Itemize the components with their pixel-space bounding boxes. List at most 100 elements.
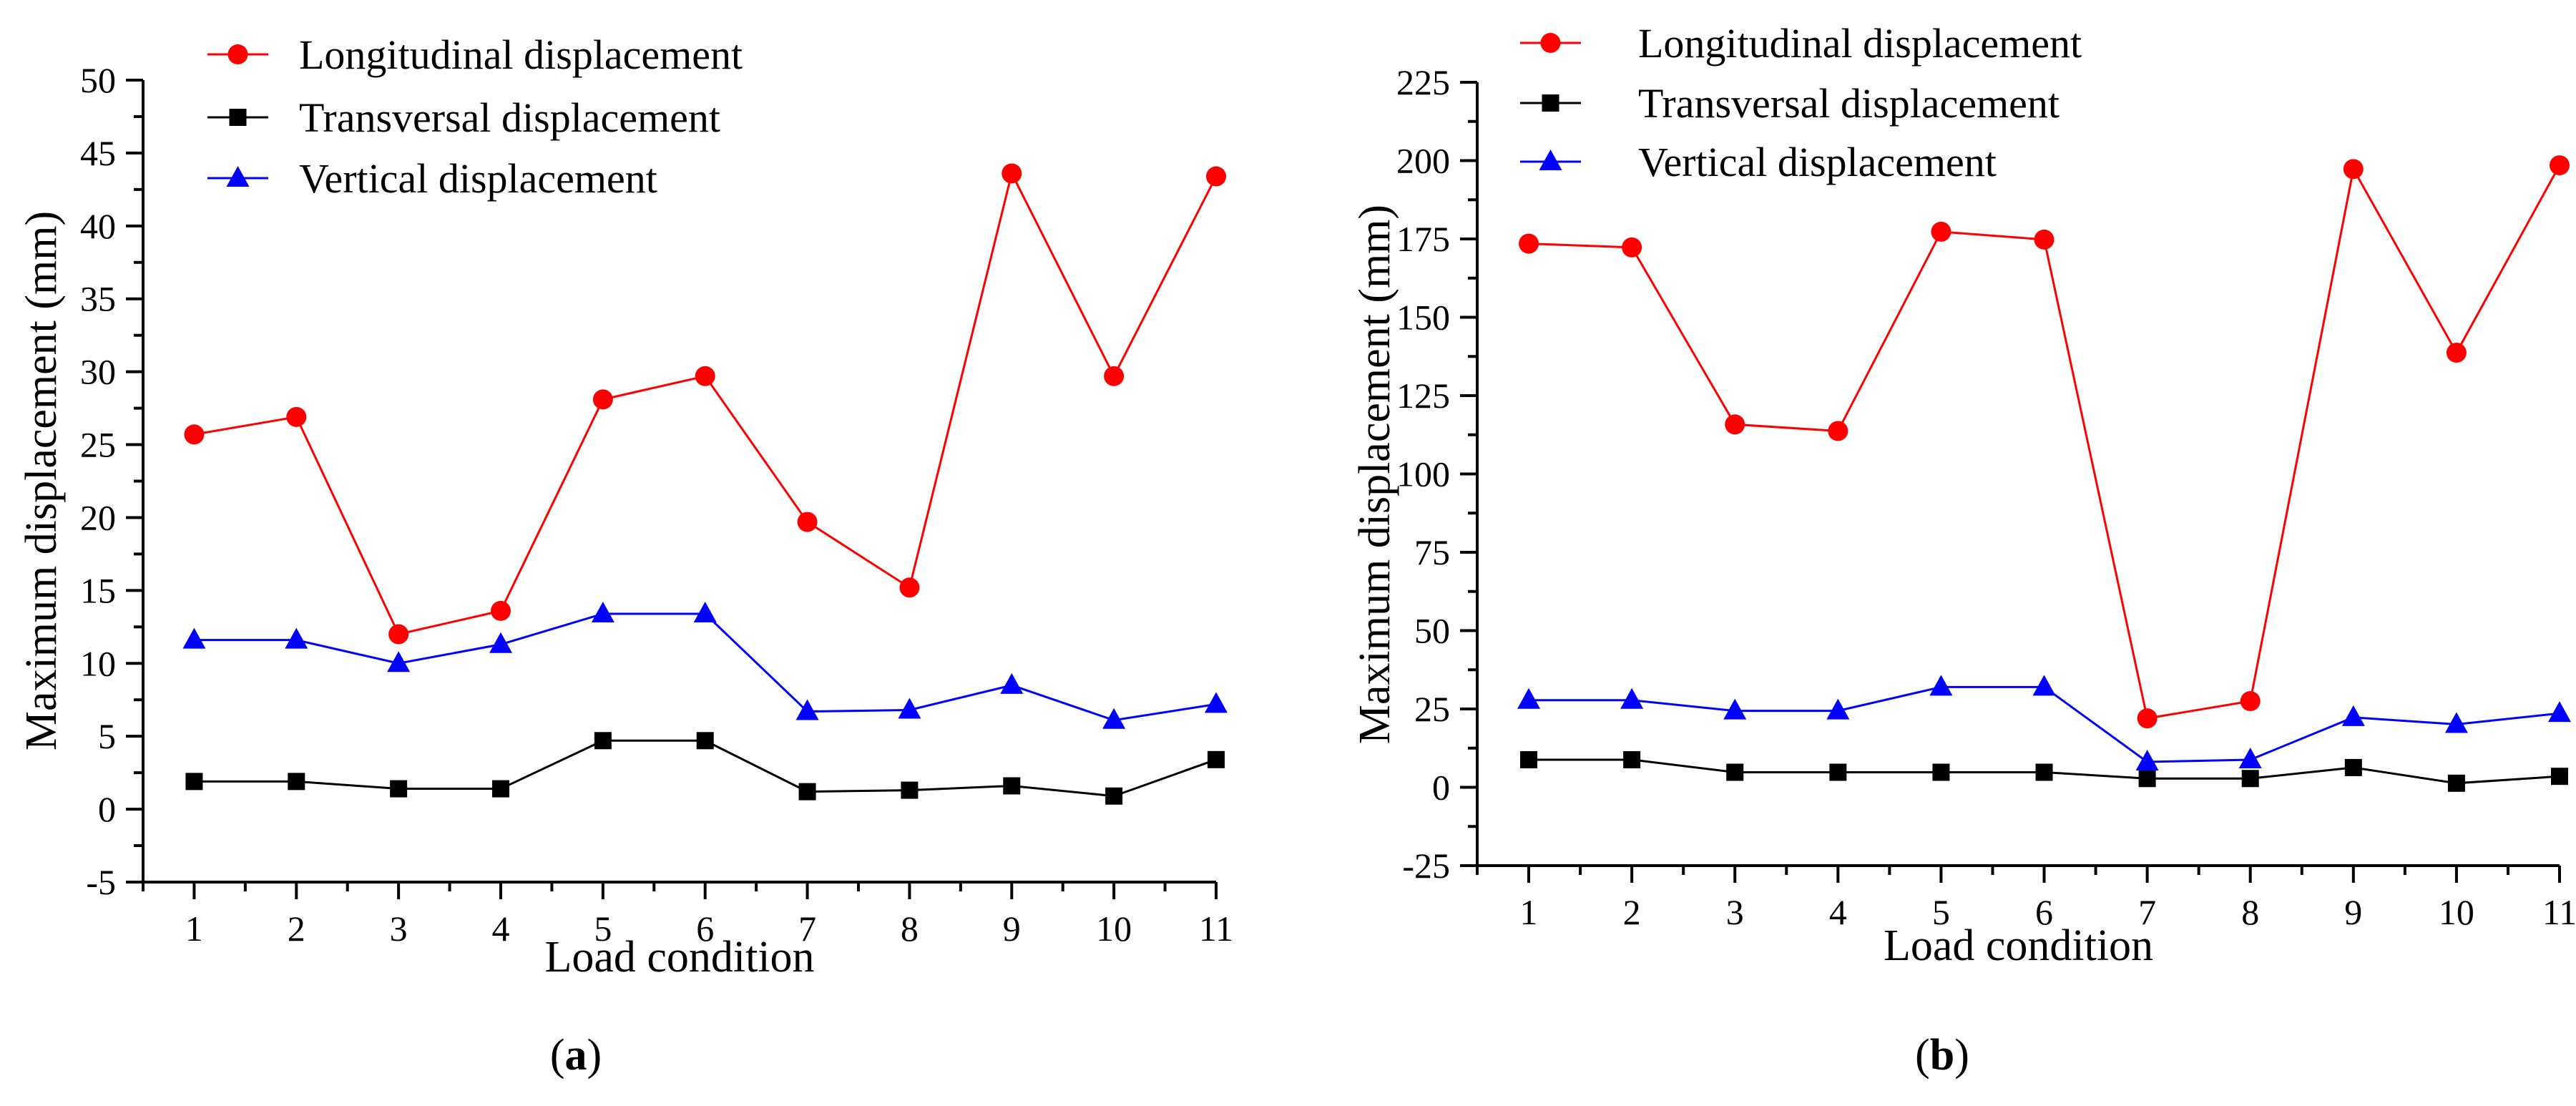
data-point (901, 781, 919, 799)
data-point (2138, 770, 2156, 788)
x-tick-label: 6 (2035, 892, 2053, 932)
series-line (194, 170, 1218, 636)
y-tick-label: 50 (80, 60, 116, 100)
data-point (695, 366, 715, 386)
data-point (696, 732, 714, 750)
y-tick-label: 10 (80, 643, 116, 683)
data-point (387, 651, 411, 672)
data-point (2032, 675, 2056, 696)
y-tick-label: 125 (1396, 376, 1450, 416)
x-tick-label: 11 (2542, 892, 2576, 932)
legend-marker (229, 109, 247, 126)
data-point (285, 627, 308, 649)
data-point (1517, 687, 1541, 709)
data-point (1829, 763, 1847, 781)
legend-label: Longitudinal displacement (299, 31, 743, 78)
y-axis-title: Maximum displacement (mm) (17, 211, 66, 750)
panel-label-b: (b) (1915, 1031, 1969, 1080)
data-point (1623, 750, 1641, 768)
data-point (390, 780, 408, 798)
y-tick-label: 25 (80, 425, 116, 465)
data-point (795, 699, 819, 720)
data-point (693, 601, 717, 622)
legend-marker (227, 44, 248, 64)
data-point (2341, 705, 2365, 726)
legend-marker (1540, 33, 1561, 53)
y-axis-title: Maximum displacement (mm) (1351, 205, 1399, 744)
data-point (184, 424, 205, 445)
y-tick-label: -25 (1402, 846, 1450, 886)
x-tick-label: 10 (1096, 909, 1132, 949)
x-tick-label: 7 (798, 909, 816, 949)
data-point (491, 600, 511, 621)
x-tick-label: 6 (696, 909, 714, 949)
data-point (2550, 155, 2570, 176)
x-tick-label: 7 (2138, 892, 2156, 932)
y-tick-label: 0 (1432, 768, 1450, 808)
data-point (797, 512, 818, 532)
y-tick-label: 75 (1414, 532, 1450, 572)
data-point (2241, 770, 2259, 788)
y-tick-label: 150 (1396, 298, 1450, 338)
data-point (2034, 229, 2055, 250)
series-line (194, 612, 1217, 722)
x-tick-label: 11 (1199, 909, 1233, 949)
data-point (286, 406, 307, 427)
panel-label-a: (a) (550, 1031, 602, 1080)
data-point (1726, 763, 1744, 781)
y-tick-label: 40 (80, 206, 116, 246)
data-point (2035, 763, 2053, 781)
y-tick-label: 0 (98, 789, 116, 829)
y-tick-label: 15 (80, 570, 116, 610)
legend-label: Transversal displacement (1638, 80, 2060, 127)
x-tick-label: 3 (1726, 892, 1744, 932)
legend-label: Vertical displacement (299, 155, 657, 202)
y-tick-label: 100 (1396, 454, 1450, 494)
y-tick-label: 225 (1396, 62, 1450, 102)
data-point (1826, 698, 1850, 720)
y-tick-label: 175 (1396, 219, 1450, 259)
data-point (1208, 750, 1225, 768)
x-tick-label: 9 (2344, 892, 2362, 932)
x-tick-label: 2 (1623, 892, 1641, 932)
legend-label: Transversal displacement (299, 94, 720, 141)
data-point (1206, 166, 1226, 187)
x-axis-title: Load condition (1884, 921, 2153, 970)
x-tick-label: 5 (1932, 892, 1950, 932)
data-point (798, 783, 816, 801)
data-point (591, 601, 614, 622)
data-point (898, 698, 921, 719)
data-point (185, 773, 203, 791)
data-point (2137, 708, 2158, 729)
chart-panel-b: -25 0 25 50 75 100 125 150 175 200 225 1 2 3 4 5 6 7 8 9 10 1… (1351, 20, 2576, 970)
data-point (1102, 708, 1126, 729)
data-point (594, 732, 612, 750)
data-point (2548, 701, 2571, 723)
x-tick-label: 3 (390, 909, 408, 949)
data-point (1929, 675, 1953, 696)
x-tick-label: 8 (2241, 892, 2259, 932)
data-point (1932, 763, 1950, 781)
data-point (2343, 159, 2364, 180)
x-tick-label: 1 (1520, 892, 1538, 932)
x-axis-title: Load condition (544, 933, 814, 982)
legend-label: Vertical displacement (1638, 139, 1997, 185)
legend-marker (1542, 94, 1559, 112)
data-point (1622, 237, 1642, 258)
data-point (592, 389, 613, 410)
x-tick-label: 2 (288, 909, 305, 949)
data-point (2551, 768, 2568, 786)
y-tick-label: 20 (80, 497, 116, 537)
y-tick-label: 35 (80, 279, 116, 319)
legend-marker (1539, 150, 1562, 170)
x-tick-label: 1 (185, 909, 203, 949)
y-tick-label: 5 (98, 716, 116, 756)
y-tick-label: -5 (86, 862, 116, 902)
data-point (1828, 421, 1848, 441)
data-point (2135, 750, 2159, 771)
data-point (2238, 747, 2262, 768)
data-point (1001, 163, 1022, 184)
data-point (288, 773, 305, 791)
